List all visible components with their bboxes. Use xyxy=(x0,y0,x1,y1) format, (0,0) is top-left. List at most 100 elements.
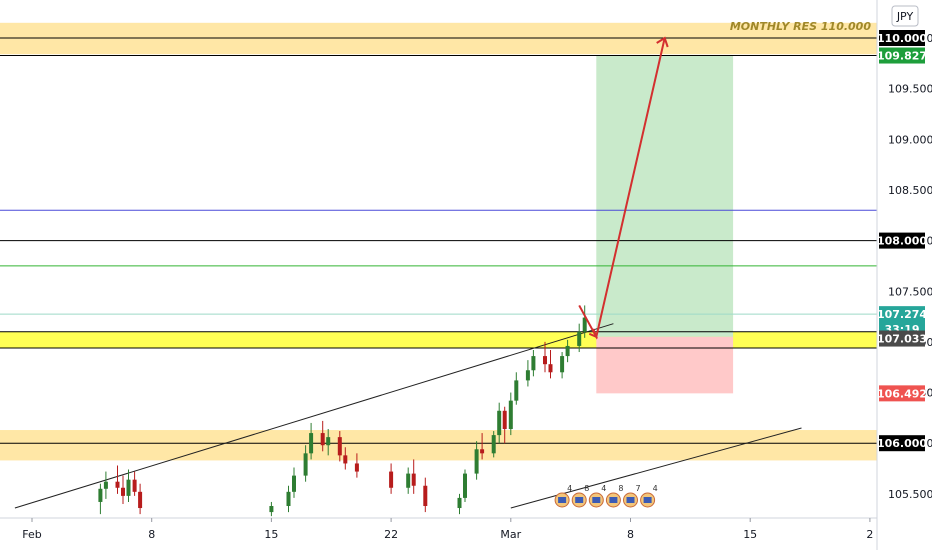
x-tick-label: Feb xyxy=(22,528,41,541)
candle-body xyxy=(303,453,308,476)
price-tag-label: 106.492 xyxy=(877,387,927,400)
candle-6[interactable] xyxy=(138,483,143,515)
forecast-arrow-head xyxy=(656,36,669,48)
candle-body xyxy=(514,380,519,401)
candle-18[interactable] xyxy=(406,467,411,494)
position-loss-area[interactable] xyxy=(596,336,734,394)
candle-body xyxy=(502,410,507,430)
candle-body xyxy=(269,506,274,513)
candle-16[interactable] xyxy=(354,453,359,478)
price-tag-bg xyxy=(879,30,925,46)
price-tag-bg xyxy=(879,435,925,452)
candle-body xyxy=(480,449,485,454)
event-count-label: 4 xyxy=(601,484,606,493)
economic-event-flag-1[interactable]: 8 xyxy=(571,484,589,508)
candle-body xyxy=(497,410,502,436)
price-tag-bg xyxy=(879,232,925,249)
candle-26[interactable] xyxy=(497,402,502,444)
economic-event-flag-2[interactable]: 4 xyxy=(588,484,606,508)
candle-23[interactable] xyxy=(474,441,479,480)
candle-19[interactable] xyxy=(411,459,416,494)
currency-button-label: JPY xyxy=(896,10,914,23)
candle-20[interactable] xyxy=(423,477,428,513)
candle-12[interactable] xyxy=(320,420,325,452)
support-zone-yellow xyxy=(0,331,877,348)
candle-7[interactable] xyxy=(269,501,274,517)
candle-body xyxy=(560,356,565,373)
candle-25[interactable] xyxy=(491,431,496,458)
candle-8[interactable] xyxy=(286,485,291,513)
currency-button[interactable]: JPY xyxy=(891,5,919,27)
candle-body xyxy=(337,437,342,456)
candle-34[interactable] xyxy=(560,352,565,379)
candle-37[interactable] xyxy=(582,305,587,338)
price-tag-bg xyxy=(879,385,925,402)
candle-body xyxy=(543,356,547,365)
candle-14[interactable] xyxy=(337,431,342,462)
candle-10[interactable] xyxy=(303,445,308,482)
price-tag-label: 107.274 xyxy=(877,308,927,321)
monthly-resistance-zone xyxy=(0,22,877,55)
y-tick-label: 108.500 xyxy=(888,184,932,197)
flag-canton xyxy=(592,497,601,503)
candle-body xyxy=(126,479,131,496)
candle-5[interactable] xyxy=(132,471,137,496)
candle-4[interactable] xyxy=(126,469,131,502)
candle-28[interactable] xyxy=(508,392,513,436)
candle-35[interactable] xyxy=(565,339,570,363)
y-tick-label: 109.000 xyxy=(888,133,932,146)
candle-9[interactable] xyxy=(292,467,296,498)
candle-33[interactable] xyxy=(548,350,553,379)
candle-body xyxy=(309,433,314,454)
candle-body xyxy=(115,481,120,488)
event-count-label: 4 xyxy=(567,484,572,493)
candle-body xyxy=(582,317,587,332)
trendline-0[interactable] xyxy=(14,323,614,509)
x-tick-label: 2 xyxy=(866,528,873,541)
candle-body xyxy=(565,345,570,357)
economic-event-flag-4[interactable]: 7 xyxy=(623,484,641,508)
candle-31[interactable] xyxy=(531,350,536,377)
monthly-resistance-label: MONTHLY RES 110.000 xyxy=(730,20,871,33)
x-tick-label: 8 xyxy=(148,528,155,541)
flag-canton xyxy=(609,497,618,503)
candle-0[interactable] xyxy=(98,483,103,515)
candle-32[interactable] xyxy=(543,341,547,373)
candle-30[interactable] xyxy=(525,360,530,387)
economic-event-flag-5[interactable]: 4 xyxy=(640,484,658,508)
candle-2[interactable] xyxy=(115,465,120,494)
economic-event-flag-0[interactable]: 4 xyxy=(554,484,572,508)
x-tick-label: 15 xyxy=(264,528,278,541)
candle-13[interactable] xyxy=(326,429,331,456)
candle-11[interactable] xyxy=(309,422,314,460)
candle-body xyxy=(326,437,331,446)
economic-event-flag-3[interactable]: 8 xyxy=(605,484,623,508)
price-tag-bg xyxy=(879,47,925,64)
forecast-arrow-turn xyxy=(588,328,599,339)
position-profit-area[interactable] xyxy=(596,55,734,337)
candle-body xyxy=(508,400,513,430)
candle-15[interactable] xyxy=(343,447,348,470)
candle-29[interactable] xyxy=(514,372,519,405)
event-count-label: 8 xyxy=(584,484,589,493)
candle-24[interactable] xyxy=(480,433,485,460)
candle-body xyxy=(491,435,496,454)
candle-body xyxy=(406,473,411,488)
candle-36[interactable] xyxy=(577,323,582,353)
price-tag-108-000: 108.000 xyxy=(877,232,927,249)
event-count-label: 4 xyxy=(653,484,658,493)
candle-22[interactable] xyxy=(463,469,467,502)
x-tick-label: 8 xyxy=(627,528,634,541)
candle-21[interactable] xyxy=(457,493,462,515)
candle-3[interactable] xyxy=(121,475,125,504)
candle-1[interactable] xyxy=(103,471,108,499)
candle-27[interactable] xyxy=(502,406,507,444)
price-tag-label: 106.000 xyxy=(877,437,927,450)
price-tag-label: 108.000 xyxy=(877,235,927,248)
flag-canton xyxy=(575,497,584,503)
flag-canton xyxy=(558,497,567,503)
candle-17[interactable] xyxy=(389,463,394,494)
candle-body xyxy=(423,485,428,507)
price-tag-107-033: 107.033 xyxy=(877,330,927,347)
